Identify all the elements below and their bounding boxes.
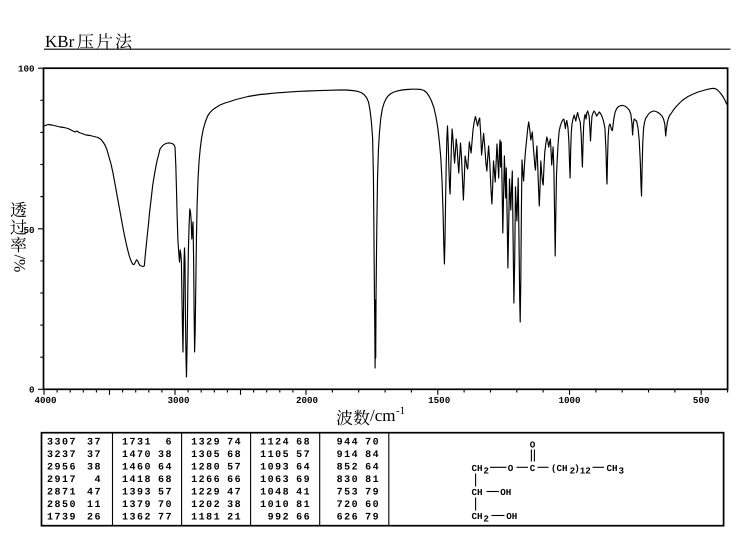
svg-text:O: O: [530, 440, 536, 451]
svg-text:1010: 1010: [260, 500, 290, 511]
svg-text:1063: 1063: [260, 475, 290, 486]
svg-text:68: 68: [158, 475, 173, 486]
svg-text:992: 992: [268, 513, 291, 524]
svg-text:3000: 3000: [167, 395, 189, 406]
svg-text:1093: 1093: [260, 462, 290, 473]
svg-text:68: 68: [296, 437, 311, 448]
svg-text:626: 626: [337, 513, 360, 524]
svg-text:1379: 1379: [122, 500, 152, 511]
svg-text:21: 21: [227, 513, 242, 524]
svg-text:720: 720: [337, 500, 360, 511]
svg-text:1393: 1393: [122, 488, 152, 499]
svg-text:38: 38: [158, 450, 173, 461]
svg-text:4000: 4000: [34, 395, 56, 406]
svg-text:852: 852: [337, 462, 360, 473]
svg-text:3237: 3237: [47, 450, 77, 461]
svg-text:1124: 1124: [260, 437, 290, 448]
svg-text:OH: OH: [500, 487, 511, 498]
svg-text:57: 57: [296, 450, 311, 461]
svg-text:6: 6: [165, 437, 173, 448]
svg-text:1470: 1470: [122, 450, 152, 461]
svg-text:CH: CH: [472, 463, 483, 474]
svg-text:2000: 2000: [296, 395, 318, 406]
svg-text:-1: -1: [396, 405, 405, 417]
svg-text:2: 2: [483, 514, 489, 525]
svg-text:KBr: KBr: [45, 32, 75, 51]
svg-text:1739: 1739: [47, 513, 77, 524]
svg-text:84: 84: [365, 450, 380, 461]
svg-text:3307: 3307: [47, 437, 77, 448]
svg-text:/cm: /cm: [370, 406, 396, 425]
svg-text:2: 2: [570, 466, 576, 477]
svg-text:): ): [574, 463, 580, 474]
svg-text:77: 77: [158, 513, 173, 524]
svg-text:C: C: [530, 463, 536, 474]
svg-text:1048: 1048: [260, 488, 290, 499]
svg-text:1305: 1305: [191, 450, 221, 461]
svg-text:500: 500: [693, 395, 710, 406]
svg-text:1418: 1418: [122, 475, 152, 486]
svg-text:OH: OH: [506, 511, 517, 522]
svg-text:66: 66: [227, 475, 242, 486]
svg-text:1280: 1280: [191, 462, 221, 473]
svg-text:100: 100: [18, 64, 35, 75]
svg-text:70: 70: [158, 500, 173, 511]
svg-text:66: 66: [296, 513, 311, 524]
svg-text:64: 64: [158, 462, 173, 473]
svg-text:12: 12: [580, 466, 591, 477]
svg-text:38: 38: [227, 500, 242, 511]
svg-text:1181: 1181: [191, 513, 221, 524]
svg-text:1000: 1000: [558, 395, 580, 406]
svg-text:2956: 2956: [47, 462, 77, 473]
svg-text:74: 74: [227, 437, 242, 448]
svg-text:1229: 1229: [191, 488, 221, 499]
svg-text:68: 68: [227, 450, 242, 461]
svg-text:57: 57: [158, 488, 173, 499]
svg-text:3: 3: [619, 466, 625, 477]
svg-text:60: 60: [365, 500, 380, 511]
svg-text:753: 753: [337, 488, 360, 499]
svg-text:47: 47: [87, 488, 102, 499]
svg-text:26: 26: [87, 513, 102, 524]
svg-text:O: O: [508, 463, 514, 474]
svg-text:1362: 1362: [122, 513, 152, 524]
svg-text:79: 79: [365, 513, 380, 524]
svg-text:1500: 1500: [428, 395, 450, 406]
svg-text:1105: 1105: [260, 450, 290, 461]
svg-text:2917: 2917: [47, 475, 77, 486]
svg-text:1266: 1266: [191, 475, 221, 486]
svg-text:79: 79: [365, 488, 380, 499]
svg-text:CH: CH: [472, 511, 483, 522]
svg-text:2: 2: [483, 466, 489, 477]
svg-text:914: 914: [337, 450, 360, 461]
svg-text:47: 47: [227, 488, 242, 499]
svg-text:37: 37: [87, 450, 102, 461]
svg-text:69: 69: [296, 475, 311, 486]
svg-text:CH: CH: [607, 463, 618, 474]
svg-text:2850: 2850: [47, 500, 77, 511]
svg-text:(CH: (CH: [551, 463, 568, 474]
svg-text:0: 0: [29, 385, 35, 396]
svg-text:81: 81: [365, 475, 380, 486]
svg-text:/%: /%: [11, 255, 28, 273]
svg-text:81: 81: [296, 500, 311, 511]
svg-text:70: 70: [365, 437, 380, 448]
svg-text:38: 38: [87, 462, 102, 473]
svg-text:4: 4: [94, 475, 102, 486]
svg-text:57: 57: [227, 462, 242, 473]
svg-text:1731: 1731: [122, 437, 152, 448]
svg-text:1329: 1329: [191, 437, 221, 448]
svg-text:41: 41: [296, 488, 311, 499]
svg-text:64: 64: [296, 462, 311, 473]
svg-text:830: 830: [337, 475, 360, 486]
svg-text:50: 50: [23, 225, 34, 236]
svg-text:1202: 1202: [191, 500, 221, 511]
svg-text:CH: CH: [472, 487, 483, 498]
svg-text:1460: 1460: [122, 462, 152, 473]
svg-text:2871: 2871: [47, 488, 77, 499]
svg-text:37: 37: [87, 437, 102, 448]
svg-text:11: 11: [87, 500, 102, 511]
svg-text:944: 944: [337, 437, 360, 448]
svg-text:64: 64: [365, 462, 380, 473]
